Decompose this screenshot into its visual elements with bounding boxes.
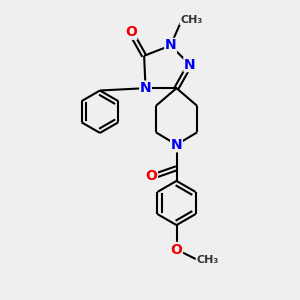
Text: N: N: [165, 38, 176, 52]
Text: O: O: [146, 169, 158, 184]
Text: N: N: [184, 58, 196, 72]
Text: N: N: [140, 81, 152, 95]
Text: CH₃: CH₃: [180, 15, 202, 25]
Text: CH₃: CH₃: [196, 255, 218, 266]
Text: N: N: [171, 138, 182, 152]
Text: O: O: [125, 25, 137, 39]
Text: O: O: [171, 242, 182, 256]
